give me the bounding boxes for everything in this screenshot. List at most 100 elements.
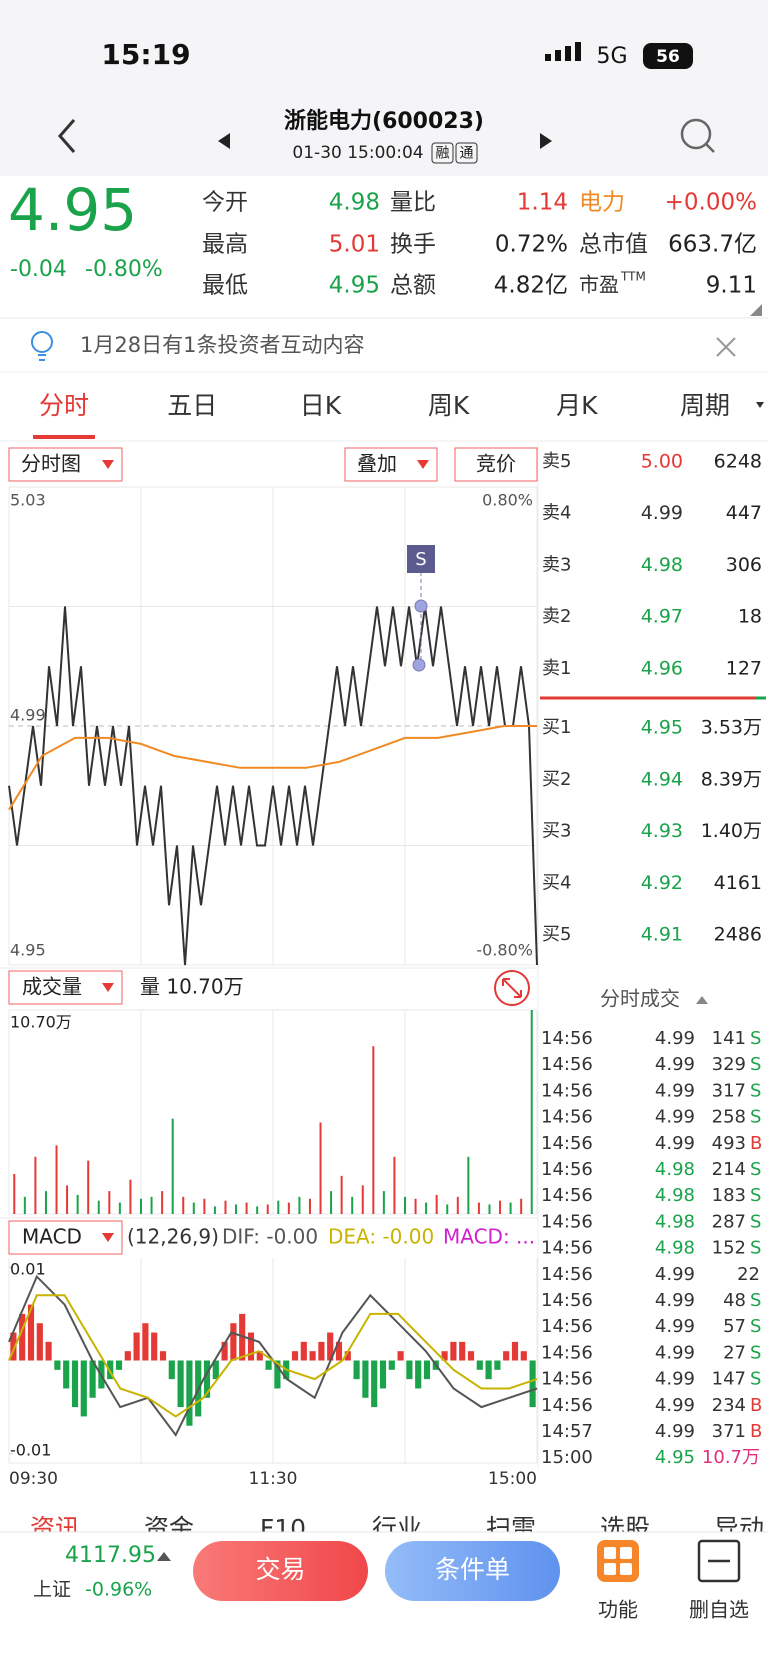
book-price: 4.98 (641, 554, 683, 576)
book-volume: 127 (726, 657, 762, 679)
icon-cell (620, 1563, 632, 1575)
tab[interactable]: 日K (300, 391, 342, 420)
button[interactable] (193, 1541, 368, 1601)
average-line (8, 725, 537, 811)
battery-icon (643, 43, 693, 69)
corner-indicator (750, 304, 762, 316)
panel-selector[interactable] (8, 1220, 123, 1255)
trade-side: S (750, 1185, 761, 1206)
index-change: -0.96% (85, 1579, 152, 1601)
quote-value: 1.14 (517, 190, 568, 216)
button-label[interactable]: 交易 (255, 1555, 305, 1584)
volume-bar (256, 1206, 259, 1214)
toolbar-button[interactable] (454, 447, 538, 482)
trade-side: S (750, 1342, 761, 1363)
action-label[interactable]: 功能 (598, 1598, 638, 1622)
clock: 15:19 (101, 38, 190, 71)
tab[interactable]: 分时 (39, 391, 89, 420)
trade-volume: 234 (712, 1395, 746, 1416)
close-notice[interactable] (716, 337, 736, 357)
book-label: 买5 (542, 924, 571, 945)
volume-bar (298, 1196, 301, 1214)
button-label[interactable]: 条件单 (435, 1555, 510, 1584)
volume-bar (161, 1191, 164, 1214)
button[interactable] (385, 1541, 560, 1601)
macd-bar (274, 1360, 281, 1389)
icon-cell (620, 1547, 632, 1559)
book-volume: 1.40万 (701, 820, 762, 842)
quote-label: 最低 (202, 273, 248, 299)
tag-box (431, 142, 454, 164)
last-price: 4.95 (8, 176, 137, 244)
trade-side: B (750, 1421, 762, 1442)
volume-bar (404, 1196, 406, 1214)
volume-bar (382, 1191, 385, 1214)
macd-bar (476, 1360, 483, 1370)
trades-title[interactable]: 分时成交 (600, 987, 680, 1011)
expand-button[interactable] (494, 970, 530, 1006)
volume-bar (467, 1156, 470, 1214)
macd-bar (115, 1360, 123, 1370)
macd-legend: MACD: ... (443, 1225, 535, 1249)
macd-bar (467, 1351, 475, 1361)
prev-stock[interactable] (218, 133, 230, 149)
index-value[interactable]: 4117.95 (65, 1543, 156, 1568)
trade-time: 14:56 (541, 1211, 593, 1232)
macd-bar (36, 1323, 43, 1361)
macd-bar (124, 1351, 131, 1361)
macd-bar (318, 1341, 325, 1361)
stock-title: 浙能电力(600023) (284, 108, 484, 134)
signal-icon (545, 42, 581, 61)
macd-legend: DIF: -0.00 (222, 1225, 318, 1249)
notice-text[interactable]: 1月28日有1条投资者互动内容 (80, 333, 364, 357)
volume-bar (435, 1194, 438, 1214)
next-stock[interactable] (540, 133, 552, 149)
price-line (8, 606, 538, 966)
trade-side: S (750, 1369, 761, 1390)
action-label[interactable]: 删自选 (689, 1598, 749, 1622)
search-button[interactable] (680, 118, 715, 153)
trade-side: S (750, 1028, 761, 1049)
macd-bar (300, 1341, 307, 1361)
book-volume: 447 (726, 502, 762, 524)
volume-bar (425, 1202, 428, 1214)
bulb-icon (31, 331, 53, 361)
function-icon[interactable] (597, 1540, 639, 1582)
tab[interactable]: 周K (428, 391, 470, 420)
tab[interactable]: 五日 (167, 391, 217, 420)
quote-value: 4.82亿 (494, 273, 568, 299)
volume-bar (446, 1204, 449, 1214)
book-label: 卖2 (542, 606, 571, 627)
volume-bar (87, 1160, 90, 1214)
toolbar-button[interactable] (8, 447, 123, 482)
toolbar-label[interactable]: 叠加 (357, 452, 397, 476)
macd-bar (63, 1360, 70, 1389)
macd-bar (344, 1351, 351, 1361)
book-volume: 6248 (714, 451, 762, 473)
macd-bar (520, 1351, 527, 1361)
trade-time: 14:56 (541, 1028, 593, 1049)
trade-price: 4.99 (655, 1421, 695, 1442)
quote-label: 总额 (390, 273, 436, 299)
trade-time: 14:57 (541, 1421, 593, 1442)
tag: 通 (460, 146, 474, 162)
trade-price: 4.99 (655, 1080, 695, 1101)
quote-value: 4.95 (329, 273, 380, 299)
tab[interactable]: 月K (556, 391, 598, 420)
back-button[interactable] (58, 119, 76, 153)
dropdown-arrow (102, 1233, 114, 1242)
remove-icon[interactable] (697, 1539, 741, 1583)
volume-bar (224, 1200, 227, 1214)
tab[interactable]: 周期 (680, 391, 730, 420)
trade-volume: 10.7万 (702, 1447, 760, 1468)
macd-legend[interactable]: MACD (22, 1225, 82, 1249)
toolbar-label[interactable]: 分时图 (21, 452, 81, 476)
volume-bar (235, 1204, 238, 1214)
toolbar-label[interactable]: 竞价 (476, 452, 516, 476)
trade-time: 14:56 (541, 1395, 593, 1416)
x-tick-label: 09:30 (9, 1469, 58, 1489)
macd-legend: DEA: -0.00 (328, 1225, 434, 1249)
panel-selector[interactable] (8, 970, 123, 1005)
panel-label[interactable]: 成交量 (22, 975, 82, 999)
y-tick-label: 10.70万 (10, 1013, 72, 1032)
